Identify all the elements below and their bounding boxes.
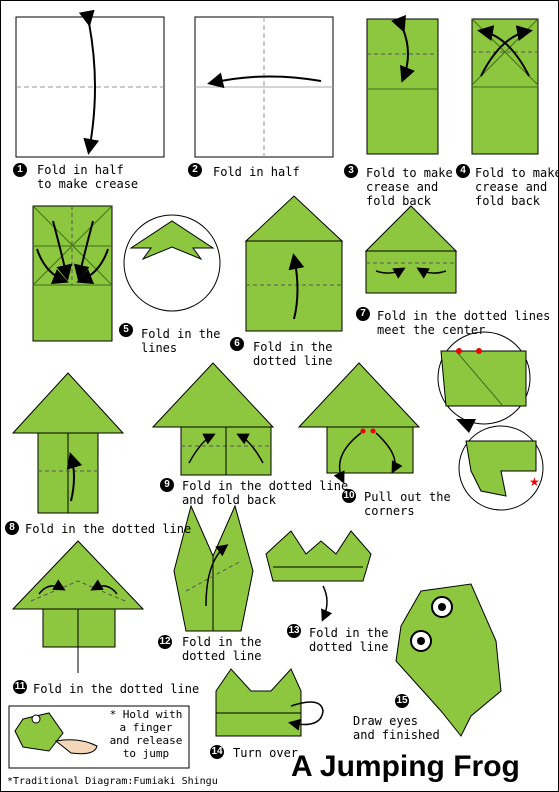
hold-note-figure [8,705,190,769]
step-4-figure [471,18,539,155]
svg-text:★: ★ [529,475,540,489]
step-5-badge: 5 [119,323,133,337]
step-7-figure [364,205,458,294]
step-11-figure [11,540,145,673]
step-4-label: Fold to make crease and fold back [475,166,559,208]
step-6-badge: 6 [230,337,244,351]
step-12-label: Fold in the dotted line [182,635,262,663]
step-5-label: Fold in the lines [141,327,221,355]
step-3-badge: 3 [344,164,358,178]
step-13-label: Fold in the dotted line [309,626,389,654]
step-3-figure [366,14,439,155]
step-1-label: Fold in half to make crease [37,163,139,191]
step-7-badge: 7 [356,307,370,321]
step-14-badge: 14 [210,745,224,759]
step-13-badge: 13 [287,624,301,638]
step-4-badge: 4 [456,164,470,178]
step-12-badge: 12 [158,635,172,649]
step-10-label: Pull out the corners [364,490,451,518]
step-9-badge: 9 [160,478,174,492]
step-15-badge: 15 [395,694,409,708]
step-1-figure [15,9,165,158]
step-11-badge: 11 [13,680,27,694]
step-10-badge: 10 [342,489,356,503]
step-15-figure [395,583,502,737]
step-2-figure [194,16,334,158]
step-7-label: Fold in the dotted lines to meet the cen… [377,309,558,337]
step-11-label: Fold in the dotted line [33,682,200,696]
step-1-badge: 1 [13,163,27,177]
step-8-figure [11,372,125,514]
step-2-badge: 2 [188,163,202,177]
step-10-figure [297,362,421,484]
step-7-detail: ★ [437,331,544,511]
step-9-figure [151,362,275,476]
step-2-label: Fold in half [213,165,300,179]
step-5-figure [32,205,221,342]
step-8-label: Fold in the dotted line [25,522,192,536]
step-13-figure [265,530,372,622]
step-14-figure [215,668,324,737]
step-6-figure [244,195,344,332]
step-6-label: Fold in the dotted line [253,340,333,368]
step-9-label: Fold in the dotted line and fold back [182,479,349,507]
step-14-label: Turn over [233,746,299,760]
credit-text: *Traditional Diagram:Fumiaki Shingu [7,776,218,787]
step-3-label: Fold to make crease and fold back [366,166,453,208]
step-12-figure [173,504,254,632]
page-title: A Jumping Frog [291,750,520,783]
hold-note-text: * Hold with a finger and release to jump [109,708,183,760]
step-8-badge: 8 [5,521,19,535]
step-15-label: Draw eyes and finished [353,714,440,742]
